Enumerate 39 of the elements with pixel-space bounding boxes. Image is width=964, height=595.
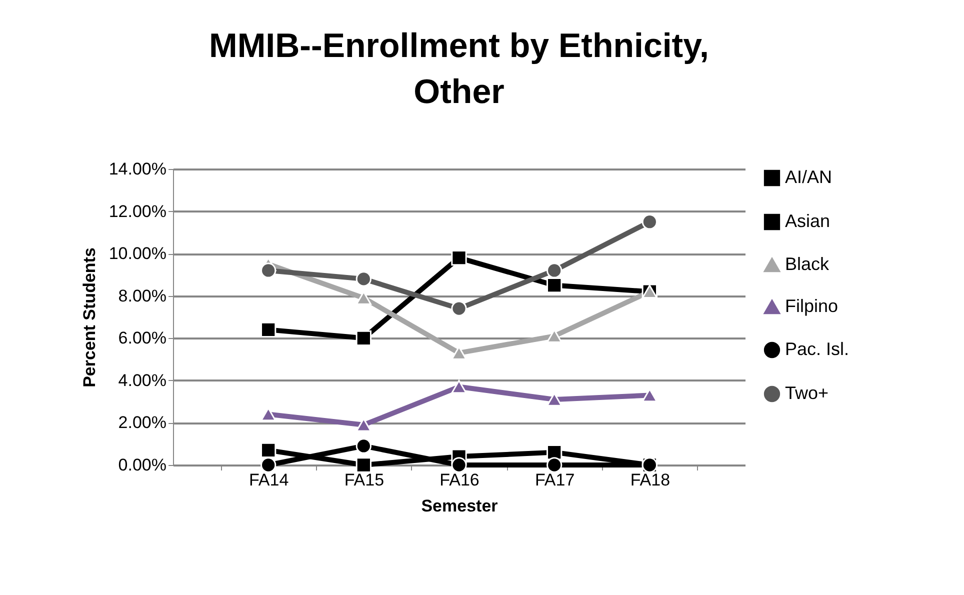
y-tick-label: 6.00%	[118, 328, 166, 348]
point	[451, 250, 467, 266]
point	[546, 262, 562, 278]
x-tick-label: FA18	[630, 470, 670, 490]
y-tick-label: 14.00%	[108, 160, 166, 178]
y-tick-label: 4.00%	[118, 370, 166, 390]
point	[451, 380, 467, 394]
legend-label: Black	[785, 254, 830, 274]
point	[356, 330, 372, 346]
y-axis-title: Percent Students	[80, 248, 99, 388]
y-tick-label: 12.00%	[108, 202, 166, 221]
y-tick-label: 2.00%	[118, 413, 166, 432]
point	[451, 457, 467, 473]
y-tick-label: 0.00%	[118, 456, 166, 474]
point	[451, 300, 467, 316]
legend-label: Two+	[785, 383, 829, 403]
point	[546, 392, 562, 406]
point	[260, 457, 276, 473]
point	[260, 442, 276, 458]
point	[356, 457, 372, 473]
legend-label: AI/AN	[785, 167, 832, 187]
point	[642, 214, 658, 230]
legend-label: Filpino	[785, 296, 838, 316]
y-tick-label: 10.00%	[108, 244, 166, 264]
point	[260, 262, 276, 278]
y-tick-label: 8.00%	[118, 286, 166, 306]
legend-label: Pac. Isl.	[785, 339, 850, 359]
point	[356, 271, 372, 287]
legend-label: Asian	[785, 211, 830, 231]
x-axis-title: Semester	[421, 496, 498, 516]
point	[546, 457, 562, 473]
x-tick-label: FA15	[344, 470, 384, 490]
x-tick-label: FA17	[534, 470, 575, 490]
point	[260, 322, 276, 338]
chart-title: MMIB--Enrollment by Ethnicity, Other	[209, 27, 709, 111]
point	[356, 438, 372, 454]
x-tick-label: FA14	[248, 470, 289, 490]
x-tick-label: FA16	[440, 470, 480, 490]
point	[546, 277, 562, 294]
